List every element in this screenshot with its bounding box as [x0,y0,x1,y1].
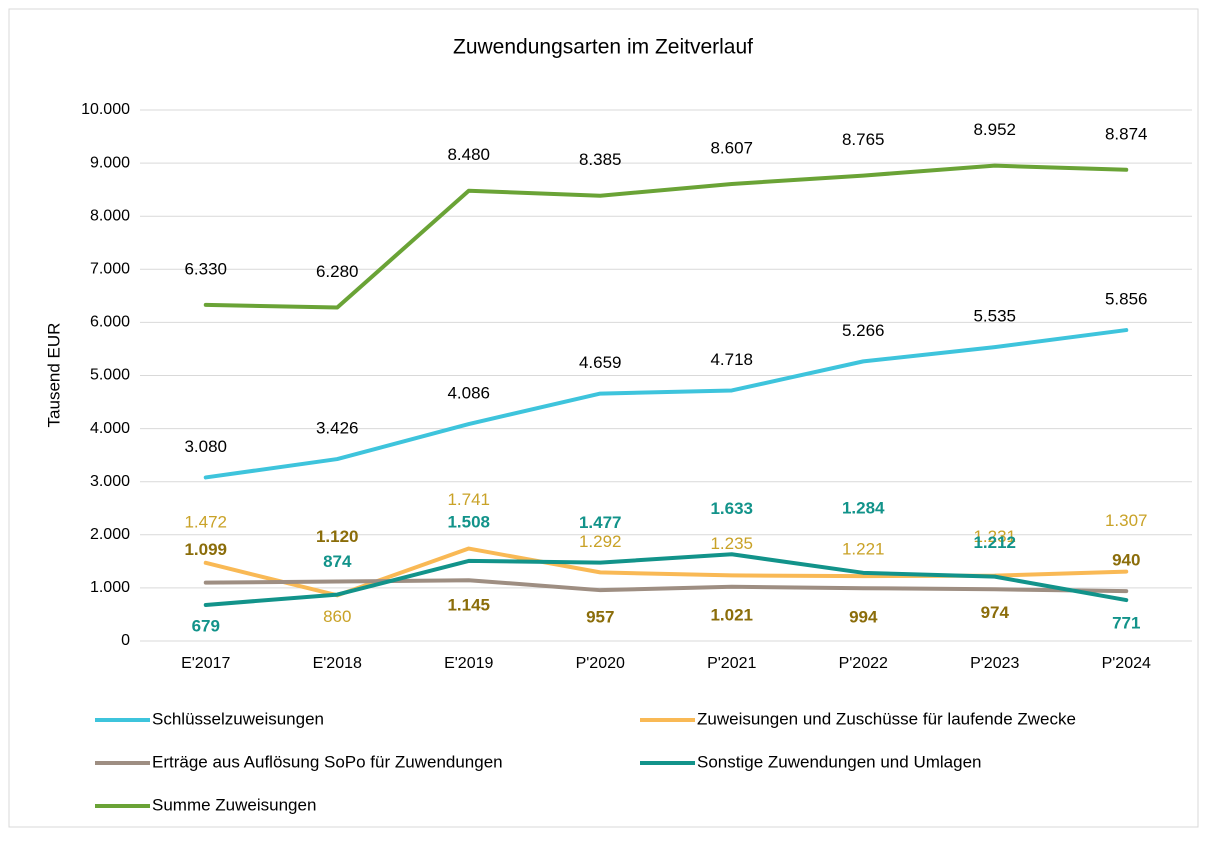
y-tick-label: 1.000 [90,579,130,596]
x-tick-label: E'2017 [181,655,230,672]
chart-title: Zuwendungsarten im Zeitverlauf [453,36,753,59]
data-label: 3.080 [184,437,227,456]
data-label: 940 [1112,551,1140,570]
legend-label: Schlüsselzuweisungen [152,709,324,728]
data-label: 679 [192,616,220,635]
data-label: 8.765 [842,130,885,149]
data-label: 8.385 [579,150,622,169]
y-tick-label: 8.000 [90,207,130,224]
y-tick-label: 10.000 [81,101,130,118]
legend-label: Erträge aus Auflösung SoPo für Zuwendung… [152,752,503,771]
data-label: 4.718 [710,350,753,369]
data-label: 860 [323,607,351,626]
y-tick-label: 2.000 [90,526,130,543]
y-tick-label: 5.000 [90,367,130,384]
data-label: 6.330 [184,259,227,278]
data-label: 1.284 [842,498,885,517]
data-label: 8.480 [447,145,490,164]
y-tick-label: 6.000 [90,314,130,331]
data-label: 4.659 [579,353,622,372]
data-label: 1.472 [184,512,227,531]
data-label: 1.212 [973,533,1016,552]
data-label: 4.086 [447,384,490,403]
data-label: 874 [323,552,352,571]
legend-label: Zuweisungen und Zuschüsse für laufende Z… [697,709,1076,728]
data-label: 1.292 [579,532,622,551]
data-label: 8.607 [710,138,753,157]
line-series [203,328,1129,480]
y-tick-label: 0 [121,632,130,649]
data-label: 1.633 [710,499,753,518]
chart-border [8,8,1199,828]
line-series [203,552,1129,607]
y-tick-label: 7.000 [90,261,130,278]
data-label: 5.266 [842,321,885,340]
y-tick-label: 4.000 [90,420,130,437]
x-tick-label: E'2018 [313,655,362,672]
y-tick-label: 9.000 [90,154,130,171]
x-tick-label: P'2020 [576,655,625,672]
data-label: 1.231 [973,527,1016,546]
x-tick-label: P'2022 [839,655,888,672]
data-label: 6.280 [316,262,359,281]
data-label: 957 [586,608,614,627]
legend-label: Sonstige Zuwendungen und Umlagen [697,752,981,771]
line-series [203,578,1129,594]
data-label: 1.120 [316,527,359,546]
x-tick-label: P'2024 [1102,655,1151,672]
x-tick-label: P'2021 [707,655,756,672]
line-series [203,163,1129,310]
data-label: 5.535 [973,307,1016,326]
data-label: 1.741 [447,490,490,509]
data-label: 1.145 [447,596,490,615]
data-label: 8.952 [973,120,1016,139]
data-label: 1.221 [842,540,885,559]
data-label: 771 [1112,614,1140,633]
data-label: 1.235 [710,534,753,553]
y-axis-label: Tausend EUR [44,323,63,428]
y-tick-label: 3.000 [90,473,130,490]
data-label: 5.856 [1105,290,1148,309]
x-tick-label: P'2023 [970,655,1019,672]
data-label: 3.426 [316,419,359,438]
data-label: 1.508 [447,512,490,531]
x-tick-label: E'2019 [444,655,493,672]
data-label: 994 [849,608,878,627]
data-label: 1.099 [184,540,227,559]
data-label: 1.021 [710,605,753,624]
data-label: 1.307 [1105,511,1148,530]
data-label: 974 [981,603,1010,622]
data-label: 1.477 [579,513,622,532]
legend-label: Summe Zuweisungen [152,795,316,814]
data-label: 8.874 [1105,124,1148,143]
